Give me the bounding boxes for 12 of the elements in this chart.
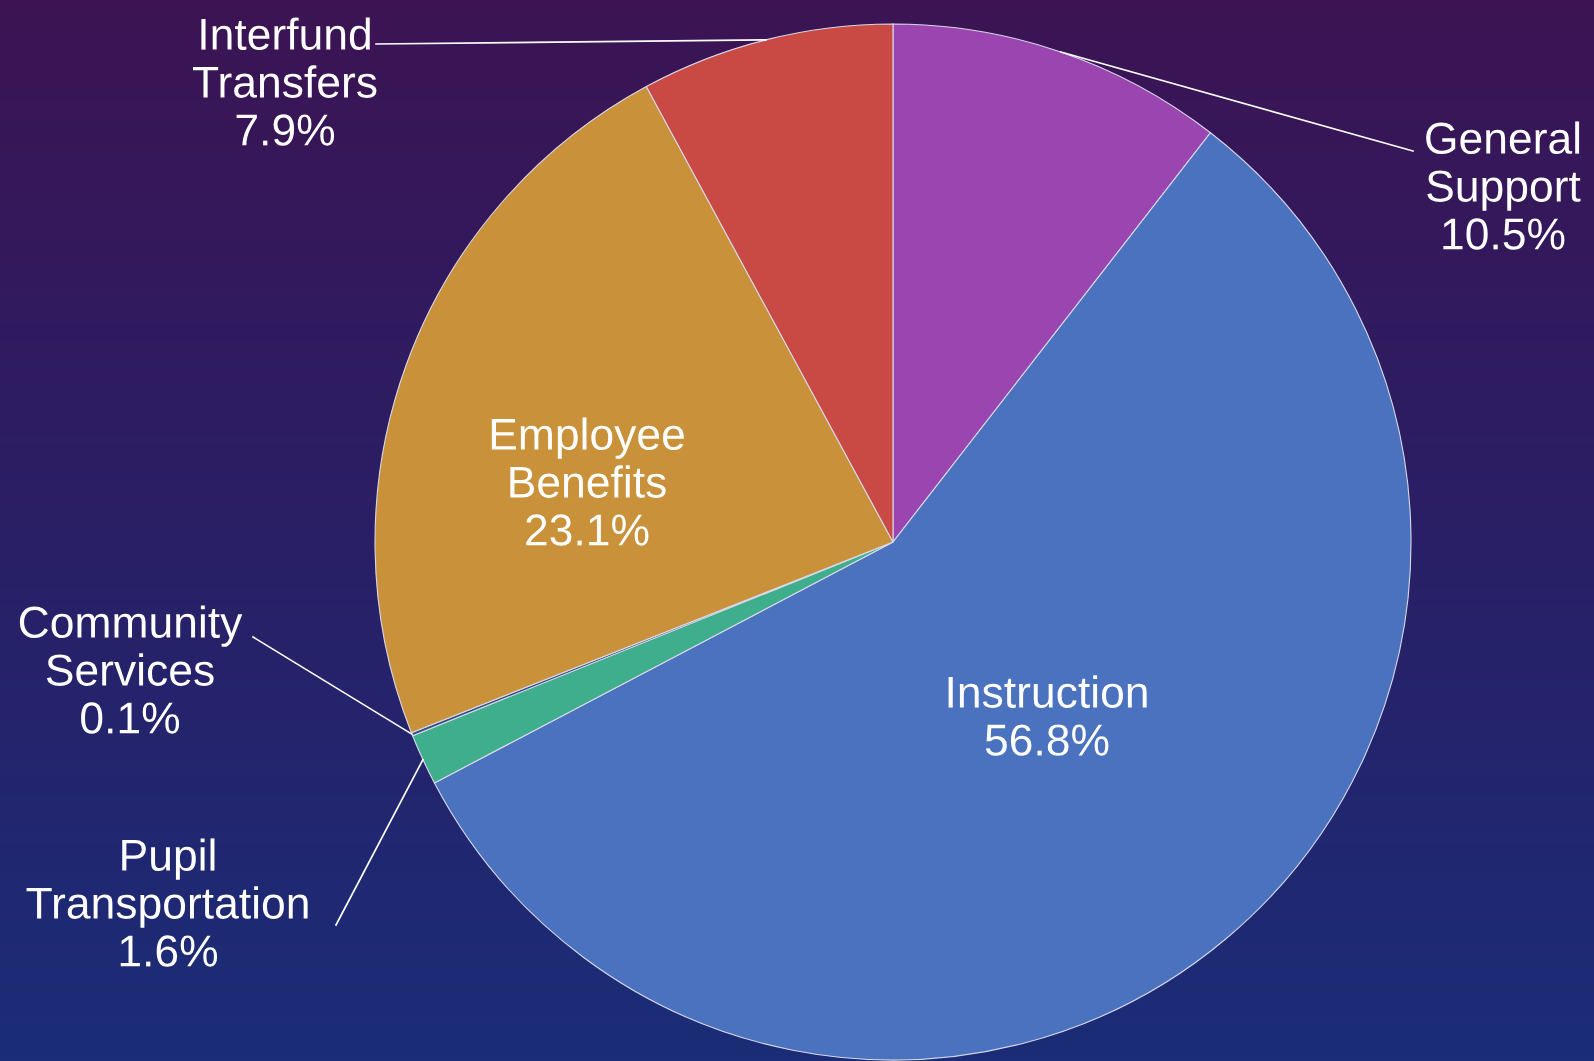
data-label: 56.8% — [985, 724, 1109, 756]
slice-label: General Support — [1426, 121, 1581, 211]
slice-label: Interfund Transfers — [192, 17, 377, 98]
slice-label: Employee Benefits — [491, 417, 684, 498]
data-label: 0.1% — [81, 702, 180, 734]
data-label: 10.5% — [1443, 218, 1565, 250]
slice-label: Community Services — [19, 605, 243, 686]
slice-label: Instruction — [948, 675, 1147, 708]
slice-label: Pupil Transportation — [26, 838, 308, 928]
data-label: 1.6% — [120, 935, 218, 967]
data-label: 7.9% — [236, 114, 335, 146]
data-label: 23.1% — [526, 514, 649, 546]
